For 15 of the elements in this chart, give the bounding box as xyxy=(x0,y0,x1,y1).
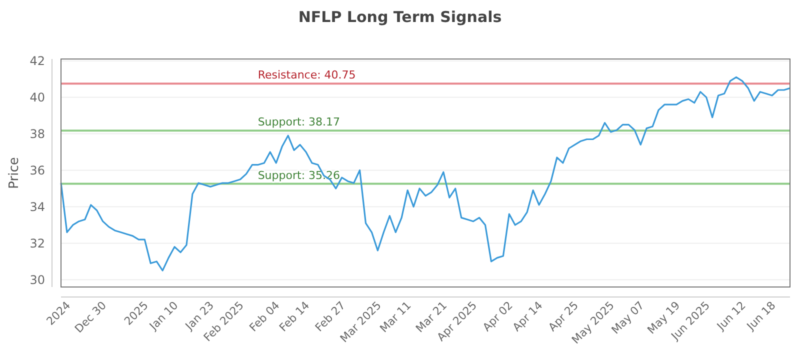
y-tick-label: 30 xyxy=(30,272,45,287)
y-tick-label: 32 xyxy=(30,236,45,250)
y-tick-label: 40 xyxy=(30,90,45,105)
y-tick-label: 34 xyxy=(30,200,45,214)
x-tick-label: Jun 18 xyxy=(744,298,778,334)
x-tick-label: Jan 10 xyxy=(146,298,181,334)
x-tick-label: Apr 02 xyxy=(480,298,516,334)
ref-line-label: Support: 38.17 xyxy=(258,116,340,129)
y-axis-title: Price xyxy=(7,157,22,189)
ref-line-label: Resistance: 40.75 xyxy=(258,68,356,82)
x-tick-label: Dec 30 xyxy=(72,298,109,336)
chart-title: NFLP Long Term Signals xyxy=(298,8,502,26)
y-tick-label: 36 xyxy=(30,163,45,178)
y-tick-label: 38 xyxy=(30,126,45,141)
y-tick-label: 42 xyxy=(30,54,45,68)
